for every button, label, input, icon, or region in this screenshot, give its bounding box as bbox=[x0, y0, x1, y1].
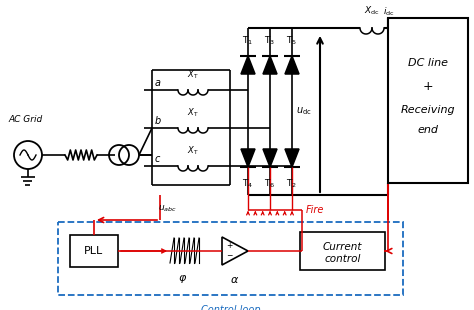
Text: $i_\mathrm{dc}$: $i_\mathrm{dc}$ bbox=[383, 6, 395, 18]
Text: Current: Current bbox=[323, 242, 362, 252]
Text: T$_2$: T$_2$ bbox=[286, 178, 298, 191]
Text: PLL: PLL bbox=[84, 246, 104, 256]
Text: +: + bbox=[423, 79, 433, 92]
Bar bbox=[58, 222, 403, 295]
Polygon shape bbox=[263, 56, 277, 74]
Text: $\varphi$: $\varphi$ bbox=[178, 273, 188, 285]
Bar bbox=[70, 235, 118, 267]
Text: AC Grid: AC Grid bbox=[8, 116, 42, 125]
Text: Fire: Fire bbox=[306, 205, 324, 215]
Text: $X_\mathrm{T}$: $X_\mathrm{T}$ bbox=[187, 144, 199, 157]
Polygon shape bbox=[285, 149, 299, 167]
Text: control: control bbox=[324, 254, 361, 264]
Polygon shape bbox=[241, 149, 255, 167]
Text: $X_\mathrm{T}$: $X_\mathrm{T}$ bbox=[187, 69, 199, 81]
Bar bbox=[388, 18, 468, 183]
Text: $\alpha$: $\alpha$ bbox=[230, 275, 239, 285]
Text: +: + bbox=[226, 241, 232, 250]
Text: T$_5$: T$_5$ bbox=[286, 34, 298, 47]
Polygon shape bbox=[285, 56, 299, 74]
Text: $X_\mathrm{dc}$: $X_\mathrm{dc}$ bbox=[364, 5, 380, 17]
Polygon shape bbox=[263, 149, 277, 167]
Bar bbox=[300, 232, 385, 270]
Text: Control loop: Control loop bbox=[201, 305, 260, 310]
Text: T$_1$: T$_1$ bbox=[242, 34, 254, 47]
Text: DC line: DC line bbox=[408, 58, 448, 68]
Text: c: c bbox=[155, 154, 160, 164]
Text: end: end bbox=[418, 125, 438, 135]
Text: $X_\mathrm{T}$: $X_\mathrm{T}$ bbox=[187, 107, 199, 119]
Text: Receiving: Receiving bbox=[401, 105, 456, 115]
Text: T$_6$: T$_6$ bbox=[264, 178, 276, 191]
Text: T$_3$: T$_3$ bbox=[264, 34, 275, 47]
Polygon shape bbox=[241, 56, 255, 74]
Text: $u_{abc}$: $u_{abc}$ bbox=[158, 203, 177, 214]
Text: $u_\mathrm{dc}$: $u_\mathrm{dc}$ bbox=[296, 105, 312, 117]
Text: b: b bbox=[155, 116, 161, 126]
Text: −: − bbox=[226, 251, 232, 260]
Text: T$_4$: T$_4$ bbox=[242, 178, 254, 191]
Text: a: a bbox=[155, 78, 161, 88]
